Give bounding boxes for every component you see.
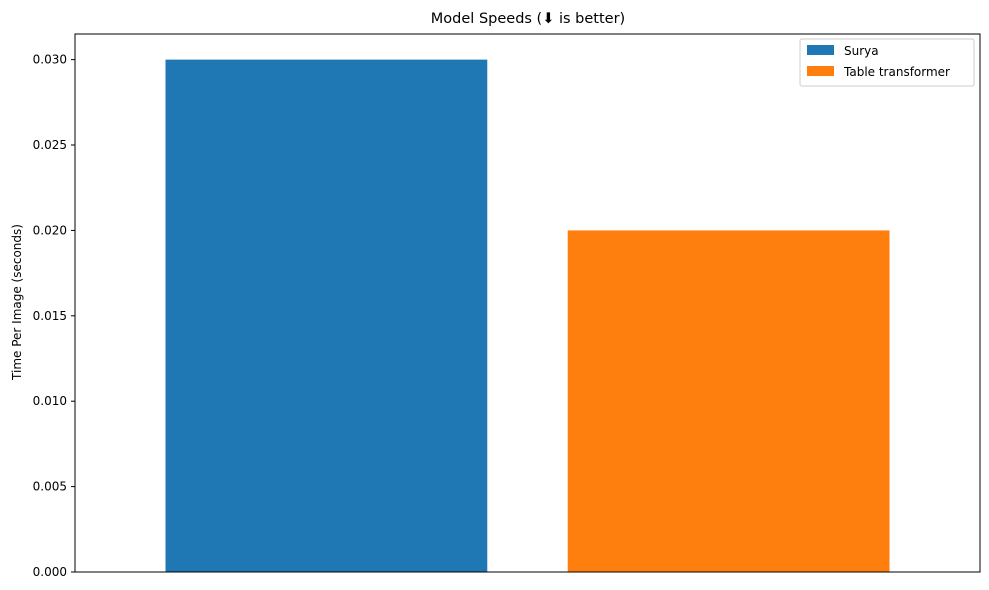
bar-surya — [165, 59, 488, 573]
legend-swatch — [807, 45, 834, 55]
y-axis-title: Time Per Image (seconds) — [10, 224, 24, 381]
y-tick-label: 0.015 — [33, 309, 67, 323]
legend-box — [799, 38, 975, 87]
y-tick-label: 0.000 — [33, 565, 67, 579]
chart-title: Model Speeds (⬇ is better) — [431, 11, 625, 27]
y-axis-ticks: 0.000 0.005 0.010 0.015 0.020 0.025 0.030 — [33, 53, 75, 579]
legend-swatch — [807, 66, 834, 76]
y-tick-label: 0.025 — [33, 138, 67, 152]
bar-table-transformer — [567, 230, 890, 572]
y-tick-label: 0.005 — [33, 480, 67, 494]
legend-label: Table transformer — [843, 65, 950, 79]
legend-label: Surya — [844, 44, 879, 58]
legend: Surya Table transformer — [799, 38, 975, 87]
bars — [165, 59, 890, 573]
y-tick-label: 0.030 — [33, 53, 67, 67]
plot-frame — [74, 33, 981, 573]
y-tick-label: 0.010 — [33, 394, 67, 408]
y-tick-label: 0.020 — [33, 223, 67, 237]
